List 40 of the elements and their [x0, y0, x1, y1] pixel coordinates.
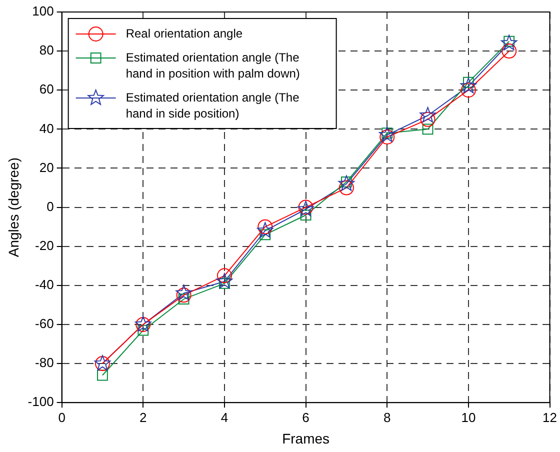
point — [216, 273, 233, 288]
point — [460, 78, 477, 94]
point — [501, 34, 518, 50]
y-tick-label: -20 — [35, 238, 54, 253]
y-tick-label: -60 — [35, 316, 54, 332]
point — [338, 180, 354, 196]
y-tick-label: -100 — [28, 394, 54, 410]
x-axis-title: Frames — [282, 430, 330, 446]
y-tick-label: -80 — [35, 355, 54, 370]
y-tick-label: 0 — [46, 198, 54, 214]
y-tick-label: 80 — [39, 42, 54, 58]
point — [216, 268, 232, 284]
x-tick-label: 4 — [220, 410, 228, 425]
point — [502, 44, 517, 59]
x-tick-label: 8 — [384, 410, 391, 425]
y-tick-label: 40 — [39, 120, 54, 136]
y-tick-label: 20 — [39, 160, 54, 175]
point — [460, 82, 476, 98]
y-tick-label: -40 — [35, 277, 54, 292]
y-axis-title: Angles (degree) — [5, 157, 22, 258]
x-tick-label: 6 — [302, 410, 310, 425]
point — [422, 124, 434, 135]
point — [176, 284, 192, 300]
legend-label: Real orientation angle — [126, 26, 243, 40]
legend-label: Estimated orientation angle (The hand in position with palm down) — [126, 50, 300, 80]
x-tick-label: 2 — [140, 410, 147, 425]
point — [420, 112, 436, 127]
legend-label: Estimated orientation angle (The hand in side position) — [126, 90, 300, 120]
point — [420, 107, 436, 122]
y-tick-label: 60 — [39, 82, 54, 97]
x-tick-label: 10 — [461, 410, 476, 425]
point — [257, 222, 274, 238]
point — [97, 370, 108, 381]
x-tick-label: 0 — [58, 410, 66, 425]
point — [176, 288, 192, 303]
x-tick-label: 12 — [542, 410, 558, 425]
point — [258, 219, 273, 234]
point — [338, 175, 355, 191]
point — [300, 210, 312, 221]
y-tick-label: 100 — [32, 4, 54, 19]
